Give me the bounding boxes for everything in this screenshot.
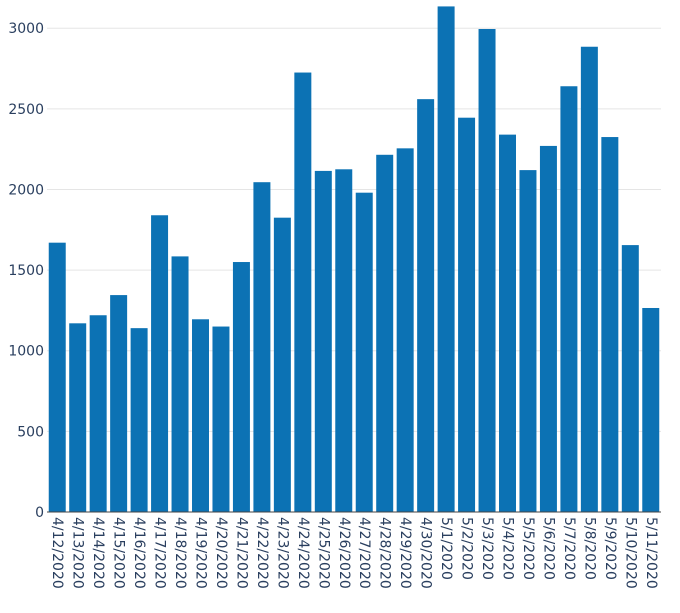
bar[interactable] xyxy=(130,328,148,512)
bars xyxy=(48,6,660,513)
bar[interactable] xyxy=(417,99,435,513)
bar[interactable] xyxy=(314,170,332,512)
bar[interactable] xyxy=(171,256,189,512)
x-tick-label: 5/9/2020 xyxy=(602,517,618,580)
bar[interactable] xyxy=(355,192,373,512)
x-tick-label: 4/21/2020 xyxy=(233,517,249,589)
bar[interactable] xyxy=(478,29,496,512)
x-tick-label: 4/13/2020 xyxy=(70,517,86,589)
x-tick-label: 4/22/2020 xyxy=(254,517,270,589)
bar[interactable] xyxy=(539,145,557,513)
x-tick-label: 4/20/2020 xyxy=(213,517,229,589)
bar[interactable] xyxy=(273,217,291,512)
x-tick-label: 4/17/2020 xyxy=(152,517,168,589)
x-tick-label: 4/25/2020 xyxy=(315,517,331,589)
x-tick-label: 4/14/2020 xyxy=(90,517,106,589)
bar[interactable] xyxy=(601,137,619,513)
bar[interactable] xyxy=(192,319,209,512)
x-tick-label: 5/4/2020 xyxy=(500,517,516,580)
bar[interactable] xyxy=(253,182,271,512)
bar[interactable] xyxy=(89,315,107,512)
bar[interactable] xyxy=(48,242,66,512)
bar[interactable] xyxy=(232,262,250,512)
bar[interactable] xyxy=(151,215,169,512)
bar[interactable] xyxy=(69,323,87,512)
x-tick-label: 5/3/2020 xyxy=(479,517,495,580)
bar[interactable] xyxy=(499,134,516,512)
y-tick-label: 0 xyxy=(35,505,44,521)
bar[interactable] xyxy=(621,245,639,512)
x-axis-ticks: 4/12/2020 4/13/2020 4/14/2020 4/15/2020 4/16… xyxy=(49,517,659,589)
x-tick-label: 5/11/2020 xyxy=(643,517,659,589)
bar[interactable] xyxy=(642,307,660,512)
x-tick-label: 4/18/2020 xyxy=(172,517,188,589)
x-tick-label: 4/16/2020 xyxy=(131,517,147,589)
bar[interactable] xyxy=(396,148,414,512)
x-tick-label: 4/19/2020 xyxy=(193,517,209,589)
x-tick-label: 5/7/2020 xyxy=(561,517,577,580)
y-tick-label: 1500 xyxy=(8,263,44,279)
x-tick-label: 4/29/2020 xyxy=(397,517,413,589)
bar[interactable] xyxy=(294,72,312,512)
bar[interactable] xyxy=(519,170,537,513)
y-tick-label: 1000 xyxy=(8,344,44,360)
y-tick-label: 2000 xyxy=(8,182,44,198)
y-tick-label: 3000 xyxy=(8,21,44,37)
x-tick-label: 5/10/2020 xyxy=(622,517,638,589)
x-tick-label: 4/26/2020 xyxy=(336,517,352,589)
bar[interactable] xyxy=(335,169,353,513)
x-tick-label: 5/1/2020 xyxy=(438,517,454,580)
gridlines xyxy=(47,27,661,432)
x-tick-label: 5/2/2020 xyxy=(459,517,475,580)
y-axis-ticks: 0 500 1000 1500 2000 2500 3000 xyxy=(8,21,44,521)
x-tick-label: 4/28/2020 xyxy=(377,517,393,589)
y-tick-label: 500 xyxy=(17,424,44,440)
y-tick-label: 2500 xyxy=(8,102,44,118)
bar[interactable] xyxy=(376,154,394,513)
x-tick-label: 5/5/2020 xyxy=(520,517,536,580)
bar[interactable] xyxy=(580,46,598,513)
x-tick-label: 4/30/2020 xyxy=(418,517,434,589)
x-tick-label: 4/24/2020 xyxy=(295,517,311,589)
x-tick-label: 4/27/2020 xyxy=(356,517,372,589)
bar[interactable] xyxy=(458,117,476,512)
bar[interactable] xyxy=(110,295,128,512)
bar[interactable] xyxy=(437,6,455,512)
x-tick-label: 5/6/2020 xyxy=(540,517,556,580)
x-tick-label: 4/23/2020 xyxy=(274,517,290,589)
x-tick-label: 5/8/2020 xyxy=(581,517,597,580)
bar[interactable] xyxy=(560,86,578,512)
x-tick-label: 4/15/2020 xyxy=(111,517,127,589)
bar[interactable] xyxy=(212,326,230,512)
x-tick-label: 4/12/2020 xyxy=(49,517,65,589)
